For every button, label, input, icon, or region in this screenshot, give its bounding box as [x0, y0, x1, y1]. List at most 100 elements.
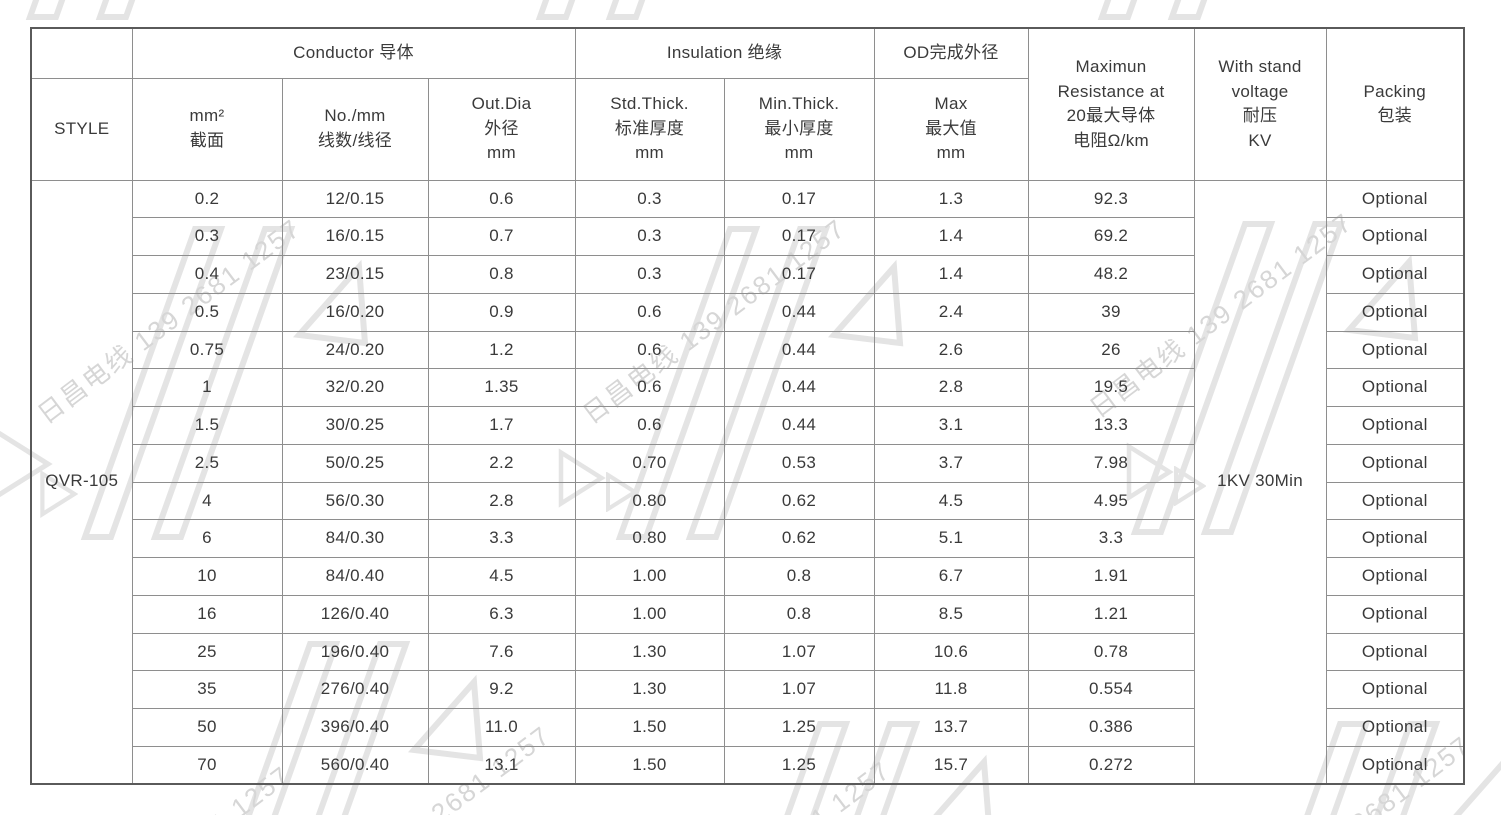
cell-strands: 50/0.25	[281, 443, 429, 483]
cell-strands: 84/0.40	[281, 557, 429, 596]
cell-od_max: 1.3	[873, 179, 1029, 219]
cell-od_max: 10.6	[873, 632, 1029, 672]
table-row: QVR-105 0.2 12/0.15 0.6 0.3 0.17 1.3 92.3 1KV 30…	[30, 179, 1465, 785]
conductor-group-header: Conductor 导体	[131, 27, 576, 79]
withstand-value-cell: 1KV 30Min	[1193, 179, 1327, 785]
cell-resistance: 0.386	[1027, 708, 1195, 747]
cell-mm2: 10	[131, 557, 283, 596]
cell-min_thick: 0.53	[723, 443, 875, 483]
cell-out_dia: 0.6	[427, 179, 576, 219]
cell-mm2: 2.5	[131, 443, 283, 483]
cell-strands: 56/0.30	[281, 481, 429, 521]
cell-resistance: 92.3	[1027, 179, 1195, 219]
cell-packing: Optional	[1325, 292, 1465, 332]
insulation-group-header: Insulation 绝缘	[574, 27, 875, 79]
cell-od_max: 8.5	[873, 594, 1029, 634]
cell-mm2: 35	[131, 670, 283, 709]
cell-mm2: 0.75	[131, 330, 283, 370]
cell-out_dia: 0.7	[427, 217, 576, 256]
table-row: 10 84/0.40 4.5 1.00 0.8 6.7 1.91 Optional	[31, 557, 1465, 596]
cell-min_thick: 0.17	[723, 255, 875, 294]
cell-std_thick: 1.30	[574, 632, 725, 672]
cell-mm2: 0.5	[131, 292, 283, 332]
cell-mm2: 6	[131, 519, 283, 558]
cell-od_max: 3.1	[873, 406, 1029, 445]
cell-od_max: 6.7	[873, 557, 1029, 596]
cell-min_thick: 0.17	[723, 217, 875, 256]
cell-resistance: 19.5	[1027, 368, 1195, 407]
watermark-logo-icon	[535, 0, 646, 20]
cell-min_thick: 1.07	[723, 670, 875, 709]
cell-strands: 84/0.30	[281, 519, 429, 558]
cell-od_max: 1.4	[873, 217, 1029, 256]
cell-mm2: 70	[131, 745, 283, 785]
cell-packing: Optional	[1325, 481, 1465, 521]
cell-resistance: 13.3	[1027, 406, 1195, 445]
cell-resistance: 7.98	[1027, 443, 1195, 483]
cell-packing: Optional	[1325, 255, 1465, 294]
cell-od_max: 3.7	[873, 443, 1029, 483]
cell-resistance: 0.78	[1027, 632, 1195, 672]
cell-packing: Optional	[1325, 594, 1465, 634]
cell-out_dia: 0.8	[427, 255, 576, 294]
spec-table: Conductor 导体 Insulation 绝缘 OD完成外径 Maximu…	[30, 27, 1466, 785]
cell-std_thick: 0.3	[574, 179, 725, 219]
cell-packing: Optional	[1325, 368, 1465, 407]
cell-packing: Optional	[1325, 708, 1465, 747]
cell-std_thick: 0.80	[574, 481, 725, 521]
packing-header: Packing 包装	[1325, 27, 1465, 181]
cell-resistance: 69.2	[1027, 217, 1195, 256]
cell-packing: Optional	[1325, 179, 1465, 219]
cell-od_max: 2.8	[873, 368, 1029, 407]
minthick-header: Min.Thick. 最小厚度 mm	[723, 77, 875, 181]
cell-out_dia: 2.2	[427, 443, 576, 483]
cell-od_max: 2.6	[873, 330, 1029, 370]
cell-strands: 126/0.40	[281, 594, 429, 634]
cell-strands: 560/0.40	[281, 745, 429, 785]
table-row: 16 126/0.40 6.3 1.00 0.8 8.5 1.21 Optional	[31, 594, 1465, 634]
cell-std_thick: 0.70	[574, 443, 725, 483]
cell-packing: Optional	[1325, 217, 1465, 256]
cell-std_thick: 1.50	[574, 708, 725, 747]
cell-out_dia: 7.6	[427, 632, 576, 672]
cell-strands: 32/0.20	[281, 368, 429, 407]
cell-resistance: 26	[1027, 330, 1195, 370]
cell-strands: 396/0.40	[281, 708, 429, 747]
cell-strands: 30/0.25	[281, 406, 429, 445]
cell-min_thick: 0.17	[723, 179, 875, 219]
cell-min_thick: 0.8	[723, 594, 875, 634]
cell-mm2: 50	[131, 708, 283, 747]
od-group-header: OD完成外径	[873, 27, 1029, 79]
cell-resistance: 48.2	[1027, 255, 1195, 294]
cell-packing: Optional	[1325, 670, 1465, 709]
cell-od_max: 15.7	[873, 745, 1029, 785]
cell-od_max: 1.4	[873, 255, 1029, 294]
cell-mm2: 1	[131, 368, 283, 407]
cell-mm2: 1.5	[131, 406, 283, 445]
cell-min_thick: 0.44	[723, 368, 875, 407]
cell-mm2: 0.3	[131, 217, 283, 256]
cell-strands: 23/0.15	[281, 255, 429, 294]
cell-min_thick: 0.8	[723, 557, 875, 596]
cell-packing: Optional	[1325, 330, 1465, 370]
watermark-logo-icon	[1097, 0, 1208, 20]
mm2-header: mm² 截面	[131, 77, 283, 181]
cell-strands: 24/0.20	[281, 330, 429, 370]
odmax-header: Max 最大值 mm	[873, 77, 1029, 181]
cell-packing: Optional	[1325, 745, 1465, 785]
cell-std_thick: 0.3	[574, 255, 725, 294]
cell-strands: 196/0.40	[281, 632, 429, 672]
cell-out_dia: 6.3	[427, 594, 576, 634]
cell-std_thick: 1.50	[574, 745, 725, 785]
style-header-spacer	[30, 27, 133, 79]
style-value-cell: QVR-105	[30, 179, 133, 785]
cell-min_thick: 0.62	[723, 519, 875, 558]
cell-mm2: 16	[131, 594, 283, 634]
cell-min_thick: 0.44	[723, 406, 875, 445]
cell-std_thick: 0.6	[574, 406, 725, 445]
cell-resistance: 0.554	[1027, 670, 1195, 709]
cell-packing: Optional	[1325, 443, 1465, 483]
resistance-header: Maximun Resistance at 20最大导体 电阻Ω/km	[1027, 27, 1195, 181]
cell-std_thick: 1.00	[574, 557, 725, 596]
cell-out_dia: 3.3	[427, 519, 576, 558]
